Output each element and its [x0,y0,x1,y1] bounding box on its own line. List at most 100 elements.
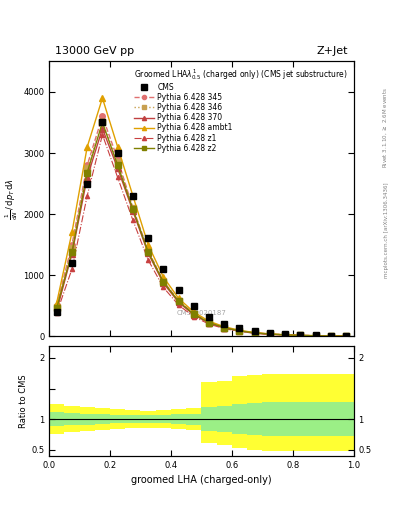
CMS [130,193,135,199]
Pythia 6.428 ambt1 [146,242,151,248]
Pythia 6.428 346 [268,331,272,337]
Pythia 6.428 370 [70,251,74,257]
Pythia 6.428 z2 [329,333,333,339]
Pythia 6.428 345 [237,328,242,334]
CMS [70,260,74,266]
Pythia 6.428 z1 [85,193,90,199]
Pythia 6.428 z2 [252,330,257,336]
Pythia 6.428 z1 [70,266,74,272]
Pythia 6.428 346 [329,333,333,339]
Pythia 6.428 z2 [115,162,120,168]
Line: Pythia 6.428 z1: Pythia 6.428 z1 [55,133,348,338]
Pythia 6.428 345 [344,333,349,339]
Pythia 6.428 z1 [191,313,196,319]
Pythia 6.428 z1 [298,332,303,338]
CMS [283,331,288,337]
CMS [237,325,242,331]
Line: Pythia 6.428 z2: Pythia 6.428 z2 [54,120,349,339]
Pythia 6.428 ambt1 [130,193,135,199]
Pythia 6.428 345 [130,205,135,211]
Text: Z+Jet: Z+Jet [316,46,348,56]
Pythia 6.428 z2 [237,328,242,334]
Pythia 6.428 345 [207,319,211,325]
Pythia 6.428 370 [130,208,135,214]
Pythia 6.428 346 [283,332,288,338]
Pythia 6.428 345 [298,332,303,338]
Pythia 6.428 370 [54,308,59,314]
Pythia 6.428 z2 [130,206,135,212]
Y-axis label: $\frac{1}{\mathrm{d}N}\,/\,\mathrm{d}p_T\,\mathrm{d}\lambda$: $\frac{1}{\mathrm{d}N}\,/\,\mathrm{d}p_T… [4,178,20,220]
Pythia 6.428 345 [146,248,151,254]
Pythia 6.428 ambt1 [252,330,257,336]
Pythia 6.428 z1 [115,175,120,181]
Pythia 6.428 345 [70,242,74,248]
Pythia 6.428 346 [85,165,90,172]
Pythia 6.428 z1 [130,217,135,223]
CMS [222,321,227,327]
Pythia 6.428 370 [313,333,318,339]
Pythia 6.428 345 [222,324,227,330]
Pythia 6.428 370 [222,325,227,331]
Line: Pythia 6.428 ambt1: Pythia 6.428 ambt1 [54,95,349,339]
Pythia 6.428 ambt1 [161,274,166,280]
Pythia 6.428 z2 [283,332,288,338]
Pythia 6.428 ambt1 [191,309,196,315]
Pythia 6.428 345 [283,332,288,338]
Pythia 6.428 z1 [252,330,257,336]
Pythia 6.428 z2 [161,279,166,285]
Pythia 6.428 370 [100,125,105,132]
Pythia 6.428 370 [176,299,181,305]
Pythia 6.428 z1 [207,321,211,327]
Pythia 6.428 ambt1 [237,327,242,333]
Pythia 6.428 z1 [161,284,166,290]
Pythia 6.428 345 [191,310,196,316]
Pythia 6.428 z2 [207,319,211,326]
CMS [161,266,166,272]
Pythia 6.428 346 [146,248,151,254]
Pythia 6.428 ambt1 [298,332,303,338]
Pythia 6.428 346 [222,325,227,331]
Pythia 6.428 z2 [54,305,59,311]
Pythia 6.428 ambt1 [70,229,74,236]
Pythia 6.428 ambt1 [268,331,272,337]
Pythia 6.428 370 [252,330,257,336]
Pythia 6.428 346 [313,333,318,339]
Pythia 6.428 370 [298,332,303,338]
Pythia 6.428 z1 [237,328,242,334]
Pythia 6.428 345 [329,333,333,339]
Pythia 6.428 ambt1 [100,95,105,101]
Pythia 6.428 370 [115,165,120,172]
Pythia 6.428 370 [85,175,90,181]
Pythia 6.428 370 [268,331,272,337]
CMS [298,332,303,338]
Pythia 6.428 346 [344,333,349,339]
Text: 13000 GeV pp: 13000 GeV pp [55,46,134,56]
Pythia 6.428 ambt1 [222,324,227,330]
Pythia 6.428 ambt1 [115,144,120,150]
Pythia 6.428 370 [283,332,288,338]
CMS [268,330,272,336]
CMS [344,333,349,339]
Text: Rivet 3.1.10, $\geq$ 2.6M events: Rivet 3.1.10, $\geq$ 2.6M events [382,88,389,168]
Pythia 6.428 370 [146,250,151,256]
CMS [191,303,196,309]
Pythia 6.428 346 [100,119,105,125]
Pythia 6.428 z2 [100,119,105,125]
Pythia 6.428 z2 [85,169,90,176]
Pythia 6.428 ambt1 [283,332,288,338]
Pythia 6.428 345 [313,333,318,339]
Pythia 6.428 345 [252,330,257,336]
Pythia 6.428 345 [100,113,105,119]
Pythia 6.428 z1 [146,257,151,263]
CMS [207,313,211,319]
CMS [146,236,151,242]
Pythia 6.428 346 [176,298,181,304]
Pythia 6.428 z2 [268,331,272,337]
Line: Pythia 6.428 370: Pythia 6.428 370 [54,126,349,339]
Pythia 6.428 346 [130,205,135,211]
Pythia 6.428 346 [252,330,257,336]
Pythia 6.428 z1 [268,331,272,337]
Legend: CMS, Pythia 6.428 345, Pythia 6.428 346, Pythia 6.428 370, Pythia 6.428 ambt1, P: CMS, Pythia 6.428 345, Pythia 6.428 346,… [133,65,350,154]
Pythia 6.428 z2 [313,333,318,339]
Pythia 6.428 345 [54,303,59,309]
